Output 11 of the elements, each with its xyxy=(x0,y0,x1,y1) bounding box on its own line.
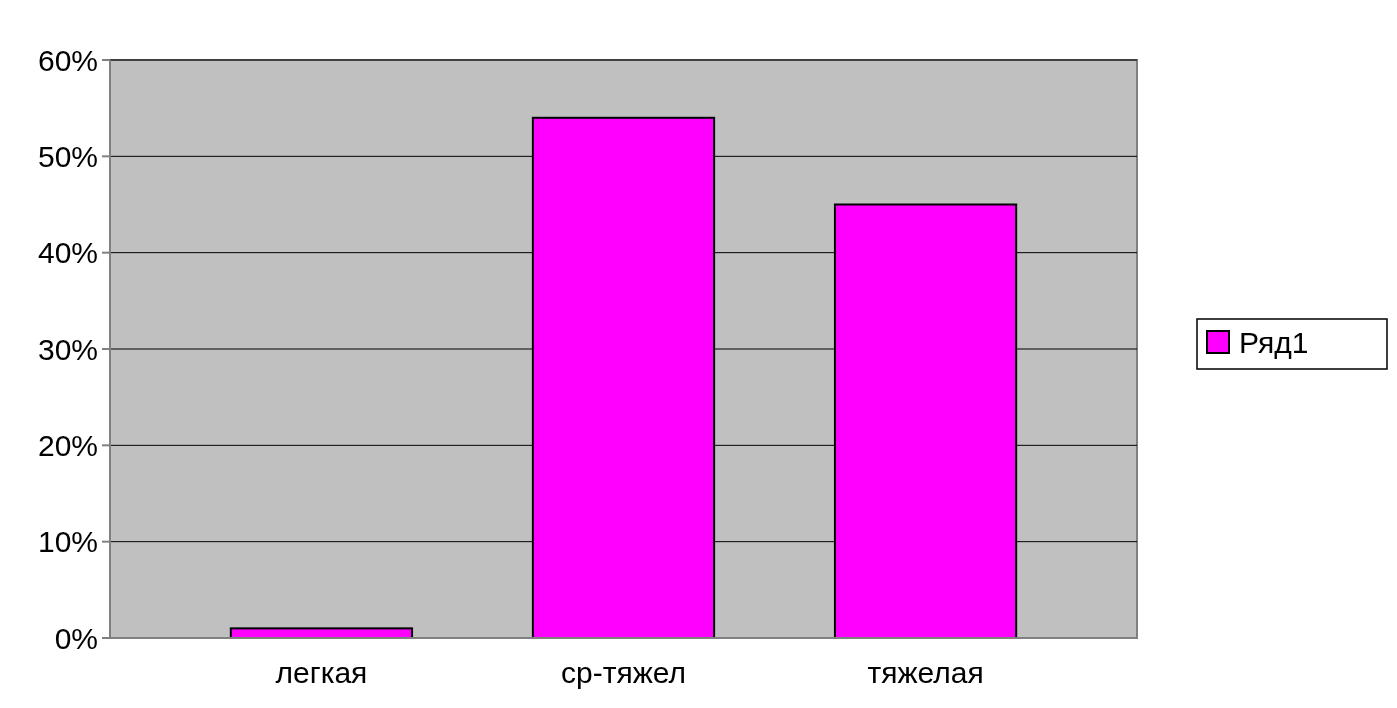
legend-label: Ряд1 xyxy=(1239,325,1309,359)
y-tick-label: 30% xyxy=(37,332,98,366)
y-tick-label: 0% xyxy=(54,621,98,655)
x-tick-label: легкая xyxy=(275,656,368,689)
x-tick-label: тяжелая xyxy=(867,656,984,689)
y-tick-label: 50% xyxy=(37,139,98,173)
x-tick-label: ср-тяжел xyxy=(561,656,686,689)
y-tick-label: 10% xyxy=(37,525,98,559)
y-tick-label: 40% xyxy=(37,236,98,270)
y-tick-label: 20% xyxy=(37,428,98,462)
y-tick-label: 60% xyxy=(37,43,98,77)
